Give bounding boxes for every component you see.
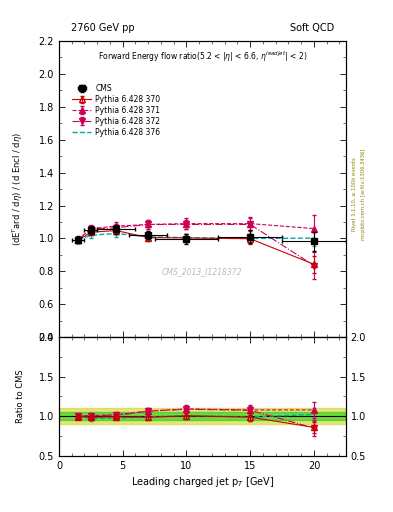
Pythia 6.428 376 [312,235,316,241]
Pythia 6.428 376 [248,236,253,242]
Text: mcplots.cern.ch [arXiv:1306.3436]: mcplots.cern.ch [arXiv:1306.3436] [361,149,366,240]
Pythia 6.428 376 [88,232,93,238]
Bar [59,408,346,424]
Legend: CMS, Pythia 6.428 370, Pythia 6.428 371, Pythia 6.428 372, Pythia 6.428 376: CMS, Pythia 6.428 370, Pythia 6.428 371,… [68,80,164,141]
Pythia 6.428 376 [114,230,119,237]
Line: Pythia 6.428 376: Pythia 6.428 376 [78,233,314,240]
Bar [59,412,346,420]
Y-axis label: (dE$^{T}$ard / d$\eta$) / (d Encl / d$\eta$): (dE$^{T}$ard / d$\eta$) / (d Encl / d$\e… [10,132,24,246]
Text: Forward Energy flow ratio(5.2 < |$\eta$| < 6.6, $\eta^{leadjet}$| < 2): Forward Energy flow ratio(5.2 < |$\eta$|… [98,50,307,64]
X-axis label: Leading charged jet p$_{T}$ [GeV]: Leading charged jet p$_{T}$ [GeV] [131,475,274,489]
Text: Rivet 3.1.10, ≥ 100k events: Rivet 3.1.10, ≥ 100k events [352,158,357,231]
Text: 2760 GeV pp: 2760 GeV pp [71,23,134,33]
Y-axis label: Ratio to CMS: Ratio to CMS [15,370,24,423]
Pythia 6.428 376 [76,237,81,243]
Pythia 6.428 376 [184,234,189,241]
Pythia 6.428 376 [146,233,151,240]
Text: Soft QCD: Soft QCD [290,23,334,33]
Text: CMS_2013_I1218372: CMS_2013_I1218372 [162,267,242,276]
